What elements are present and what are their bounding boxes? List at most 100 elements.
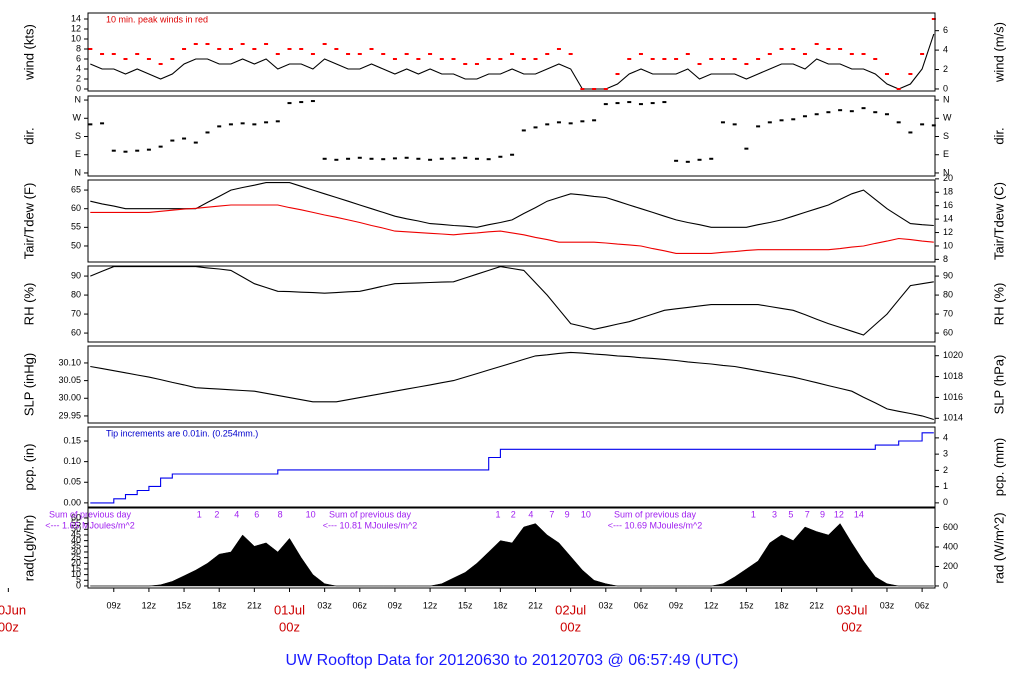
y-tick-label: 60 (71, 327, 81, 337)
point (674, 58, 679, 60)
point (451, 58, 456, 60)
day-sum-value: <--- 10.81 MJoules/m^2 (323, 520, 418, 530)
line (90, 266, 934, 336)
point (603, 88, 608, 90)
date-label: 01Jul (274, 602, 305, 617)
y2-tick-label: 80 (943, 289, 953, 299)
point (884, 113, 889, 116)
annotation: 10 min. peak winds in red (106, 14, 208, 24)
y-tick-label: 8 (76, 43, 81, 53)
point (756, 58, 761, 60)
y-tick-label: 12 (71, 23, 81, 33)
point (322, 43, 327, 45)
y-tick-label: 50 (71, 240, 81, 250)
y-tick-label: S (75, 131, 81, 141)
hour-mark: 7 (805, 509, 810, 519)
y-axis-label: rad(Lgly/hr) (21, 515, 36, 581)
point (720, 121, 725, 124)
x-tick-label: 15z (177, 600, 192, 610)
y2-tick-label: 0 (943, 83, 948, 93)
y-tick-label: 80 (71, 289, 81, 299)
y2-tick-label: W (943, 113, 952, 123)
point (404, 53, 409, 55)
point (592, 88, 597, 90)
y-tick-label: 20 (71, 558, 81, 568)
y2-tick-label: 2 (943, 465, 948, 475)
point (100, 122, 105, 125)
y2-tick-label: 10 (943, 240, 953, 250)
y-tick-label: 60 (71, 203, 81, 213)
point (88, 123, 93, 126)
point (264, 121, 269, 124)
x-tick-label: 21z (247, 600, 262, 610)
point (111, 149, 116, 152)
y2-tick-label: 20 (943, 173, 953, 183)
point (451, 157, 456, 160)
point (357, 156, 362, 159)
y2-tick-label: 16 (943, 200, 953, 210)
y2-tick-label: S (943, 131, 949, 141)
point (381, 158, 386, 161)
point (217, 48, 222, 50)
point (580, 88, 585, 90)
day-sum-title: Sum of previous day (614, 509, 697, 519)
y-tick-label: 35 (71, 541, 81, 551)
x-tick-label: 03z (880, 600, 895, 610)
y-tick-label: 0 (76, 83, 81, 93)
point (392, 58, 397, 60)
point (334, 48, 339, 50)
point (767, 121, 772, 124)
point (931, 18, 936, 20)
y2-tick-label: 14 (943, 213, 953, 223)
y-axis-label: Tair/Tdew (F) (21, 183, 36, 260)
y2-tick-label: 3 (943, 449, 948, 459)
point (357, 53, 362, 55)
line (90, 182, 934, 228)
hour-mark: 2 (511, 509, 516, 519)
y-axis-label: RH (%) (21, 283, 36, 326)
y-tick-label: 29.95 (58, 410, 81, 420)
x-tick-label: 06z (634, 600, 649, 610)
y-tick-label: 30.10 (58, 357, 81, 367)
line (90, 33, 935, 90)
point (299, 48, 304, 50)
hour-mark: 12 (834, 509, 844, 519)
point (556, 48, 561, 50)
y2-tick-label: 8 (943, 254, 948, 264)
y-tick-label: 30.05 (58, 375, 81, 385)
y2-tick-label: 4 (943, 432, 948, 442)
point (767, 53, 772, 55)
line (90, 204, 934, 254)
point (849, 110, 854, 113)
date-label: 02Jul (555, 602, 586, 617)
point (439, 58, 444, 60)
date-time-label: 00z (560, 619, 581, 634)
y2-tick-label: 18 (943, 187, 953, 197)
panel-frame (87, 95, 936, 177)
y-tick-label: 30.00 (58, 393, 81, 403)
point (627, 101, 632, 104)
y-tick-label: 25 (71, 552, 81, 562)
y-tick-label: 50 (71, 524, 81, 534)
hour-mark: 8 (278, 509, 283, 519)
y2-tick-label: 70 (943, 308, 953, 318)
point (521, 58, 526, 60)
y-tick-label: E (75, 149, 81, 159)
hour-mark: 4 (528, 509, 533, 519)
point (638, 103, 643, 106)
panel-frame (87, 179, 936, 263)
y-tick-label: 10 (71, 33, 81, 43)
point (873, 111, 878, 114)
hour-mark: 6 (254, 509, 259, 519)
y-tick-label: 4 (76, 63, 81, 73)
y-axis-label: SLP (inHg) (21, 353, 36, 416)
point (545, 123, 550, 126)
x-tick-label: 21z (809, 600, 824, 610)
y2-tick-label: 12 (943, 227, 953, 237)
point (662, 101, 667, 104)
point (931, 124, 936, 127)
point (650, 58, 655, 60)
point (791, 48, 796, 50)
y-tick-label: W (73, 113, 82, 123)
